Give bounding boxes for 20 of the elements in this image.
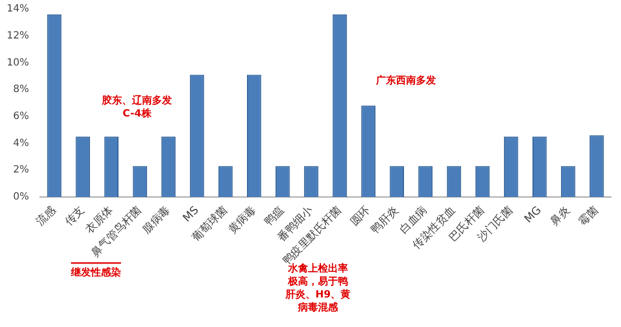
x-tick-label: MG bbox=[522, 204, 544, 226]
x-tick-label: 霉菌 bbox=[576, 204, 601, 228]
text: 继发性感染 bbox=[70, 266, 121, 279]
x-tick-label: MS bbox=[180, 204, 202, 224]
y-tick-label: 12% bbox=[6, 30, 29, 42]
y-tick-label: 8% bbox=[13, 84, 29, 96]
x-tick-label: 腺病毒 bbox=[140, 204, 173, 236]
x-tick-label: 流感 bbox=[34, 204, 58, 228]
y-tick-label: 6% bbox=[13, 111, 29, 122]
y-tick-label: 14% bbox=[6, 4, 29, 15]
x-tick-label: 鸭肝炎 bbox=[368, 204, 402, 236]
y-tick-label: 10% bbox=[6, 57, 29, 68]
y-tick-label: 4% bbox=[13, 138, 29, 149]
y-tick-label: 0% bbox=[13, 192, 29, 203]
y-tick-label: 2% bbox=[13, 164, 29, 176]
annotation: 胶东、辽南多发C-4株 bbox=[101, 94, 172, 120]
x-tick-label: 鼻炎 bbox=[548, 204, 572, 228]
text: 水禽上检出率极高，易于鸭肝炎、H9、黄病毒混感 bbox=[284, 262, 351, 314]
annotation: 广东西南多发 bbox=[375, 74, 436, 87]
x-tick-label: 传支 bbox=[62, 204, 87, 228]
